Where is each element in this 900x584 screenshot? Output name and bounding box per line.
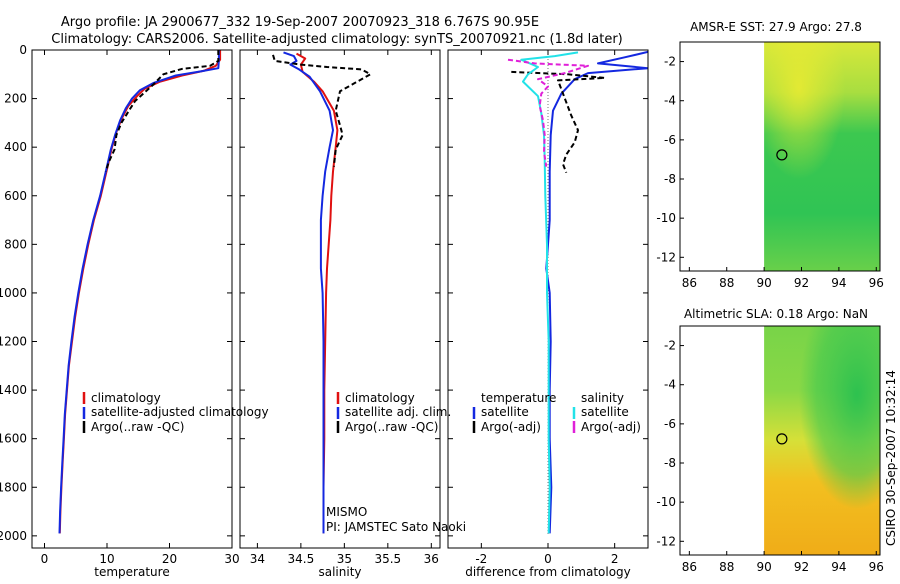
difference-series-temperature-satellite xyxy=(545,50,648,534)
sst_map-argo-marker xyxy=(776,149,788,161)
salinity-xtick-label: 35.5 xyxy=(374,552,401,566)
legend-label-temp-argo: Argo(-adj) xyxy=(481,420,541,434)
sst-map-title: AMSR-E SST: 27.9 Argo: 27.8 xyxy=(690,20,862,34)
sla_map-ytick-label: -8 xyxy=(664,456,676,470)
sla_map-xtick-label: 88 xyxy=(719,560,734,574)
sst_map-ytick-label: -8 xyxy=(664,172,676,186)
legend-header-salinity: salinity xyxy=(581,391,624,405)
temperature-series-group xyxy=(58,50,222,534)
temperature-xtick-label: 30 xyxy=(224,552,239,566)
figure-title-line1: Argo profile: JA 2900677_332 19-Sep-2007… xyxy=(61,15,539,30)
legend-label-satellite-adjusted: satellite-adjusted climatology xyxy=(91,405,269,419)
sst_map-xtick-label: 86 xyxy=(682,276,697,290)
sst_map-ytick-label: -12 xyxy=(656,250,676,264)
sla_map-ytick-label: -10 xyxy=(656,495,676,509)
sst_map-field-overlay xyxy=(764,42,880,271)
sst_map-panel: 86 88 90 92 94 96 -2 -4 -6 -8 -10 -12 xyxy=(656,41,884,290)
difference-series-group xyxy=(507,50,648,534)
temperature-ytick-label: 1400 xyxy=(0,383,27,397)
sst_map-ytick-label: -2 xyxy=(664,55,676,69)
difference-xlabel: difference from climatology xyxy=(465,565,631,579)
legend-label-temp-satellite: satellite xyxy=(481,405,529,419)
panels-layer: 0 10 20 30temperature0200400600800100012001… xyxy=(0,41,884,579)
sla_map-ytick-label: -6 xyxy=(664,417,676,431)
sla_map-xtick-label: 96 xyxy=(869,560,884,574)
legend-label-sal-climatology: climatology xyxy=(345,391,415,405)
sst_map-ytick-label: -10 xyxy=(656,211,676,225)
temperature-xlabel: temperature xyxy=(94,565,169,579)
difference-legend: temperature satellite Argo(-adj) salinit… xyxy=(472,391,641,434)
salinity-series-group xyxy=(272,51,372,534)
sla_map-argo-marker xyxy=(776,433,788,445)
sst_map-frame xyxy=(679,41,881,272)
temperature-ytick-label: 2000 xyxy=(0,529,27,543)
legend-label-sal-argo-magenta: Argo(-adj) xyxy=(581,420,641,434)
temperature-ytick-label: 400 xyxy=(4,140,27,154)
annotation-mismo: MISMO xyxy=(326,505,367,519)
figure-title-line2: Climatology: CARS2006. Satellite-adjuste… xyxy=(51,32,623,47)
legend-label-argo: Argo(..raw -QC) xyxy=(91,420,184,434)
temperature-ytick-label: 1000 xyxy=(0,286,27,300)
temperature-ytick-label: 1800 xyxy=(0,480,27,494)
difference-series-temperature-argo-adj- xyxy=(511,70,606,174)
temperature-frame xyxy=(31,49,233,549)
legend-label-sal-argo: Argo(..raw -QC) xyxy=(345,420,438,434)
sst_map-xtick-label: 96 xyxy=(869,276,884,290)
sst_map-xtick-label: 88 xyxy=(719,276,734,290)
salinity-xtick-label: 35 xyxy=(337,552,352,566)
sla_map-xtick-label: 94 xyxy=(831,560,846,574)
temperature-ytick-label: 600 xyxy=(4,189,27,203)
sla_map-xtick-label: 86 xyxy=(682,560,697,574)
temperature-series-climatology xyxy=(58,50,222,534)
sla_map-field-overlay xyxy=(764,326,880,555)
difference-xtick-label: -2 xyxy=(475,552,487,566)
sst_map-ytick-label: -6 xyxy=(664,133,676,147)
temperature-ytick-label: 800 xyxy=(4,237,27,251)
sst_map-xtick-label: 92 xyxy=(794,276,809,290)
temperature-series-satellite-adjusted-climatology xyxy=(58,50,220,534)
sla_map-ytick-label: -2 xyxy=(664,339,676,353)
salinity-xtick-label: 34 xyxy=(250,552,265,566)
difference-xtick-label: 0 xyxy=(544,552,552,566)
sst_map-xtick-label: 94 xyxy=(831,276,846,290)
salinity-plot: 34 34.5 35 35.5 36 salinity xyxy=(239,49,441,579)
sla_map-xtick-label: 92 xyxy=(794,560,809,574)
salinity-series-argo-raw-qc- xyxy=(272,54,372,167)
sst_map-xtick-label: 90 xyxy=(756,276,771,290)
sla_map-ytick-label: -4 xyxy=(664,378,676,392)
side-timestamp: CSIRO 30-Sep-2007 10:32:14 xyxy=(884,370,898,546)
temperature-legend: climatology satellite-adjusted climatolo… xyxy=(82,391,269,434)
temperature-xtick-label: 20 xyxy=(162,552,177,566)
legend-label-sal-sat-cyan: satellite xyxy=(581,405,629,419)
salinity-legend: climatology satellite adj. clim. Argo(..… xyxy=(326,391,466,534)
sla-map-title: Altimetric SLA: 0.18 Argo: NaN xyxy=(684,307,868,321)
salinity-xtick-label: 34.5 xyxy=(288,552,315,566)
temperature-ytick-label: 0 xyxy=(19,43,27,57)
sla_map-panel: 86 88 90 92 94 96 -2 -4 -6 -8 -10 -12 xyxy=(656,325,884,574)
temperature-ytick-label: 200 xyxy=(4,92,27,106)
legend-header-temperature: temperature xyxy=(481,391,556,405)
sla_map-frame xyxy=(679,325,881,556)
salinity-frame xyxy=(239,49,441,549)
temperature-ytick-label: 1200 xyxy=(0,335,27,349)
legend-label-sal-satellite: satellite adj. clim. xyxy=(345,405,451,419)
sla_map-ytick-label: -12 xyxy=(656,534,676,548)
legend-label-climatology: climatology xyxy=(91,391,161,405)
temperature-xtick-label: 0 xyxy=(41,552,49,566)
temperature-ytick-label: 1600 xyxy=(0,432,27,446)
temperature-series-argo-raw-qc- xyxy=(104,50,220,172)
annotation-pi: PI: JAMSTEC Sato Naoki xyxy=(326,520,466,534)
temperature-xtick-label: 10 xyxy=(99,552,114,566)
salinity-series-satellite-adj-clim- xyxy=(283,51,334,534)
sla_map-xtick-label: 90 xyxy=(756,560,771,574)
salinity-xtick-label: 36 xyxy=(424,552,439,566)
sst_map-ytick-label: -4 xyxy=(664,94,676,108)
salinity-xlabel: salinity xyxy=(318,565,361,579)
difference-xtick-label: 2 xyxy=(611,552,619,566)
temperature-plot: 0 10 20 30 temperature 0 200 400 600 800 1000 1200 1… xyxy=(0,43,240,579)
